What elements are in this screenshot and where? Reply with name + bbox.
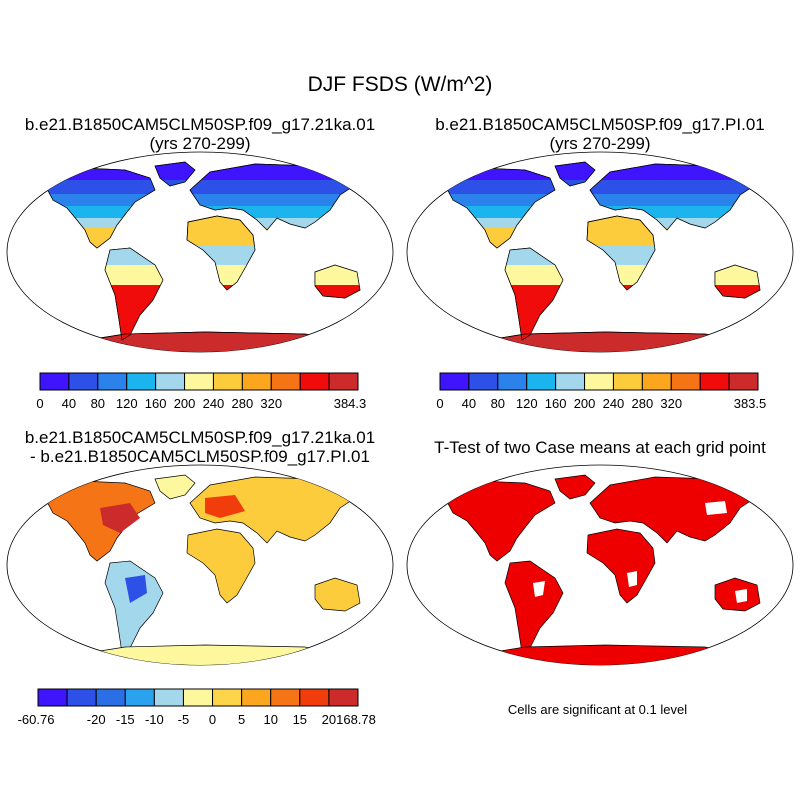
continent-africa [586, 528, 656, 604]
map-case2 [406, 151, 794, 353]
panel-title-ttest: T-Test of two Case means at each grid po… [400, 438, 800, 457]
colorbar-swatch [241, 688, 272, 707]
panel-title-case1: b.e21.B1850CAM5CLM50SP.f09_g17.21ka.01 (… [0, 115, 400, 153]
colorbar-tick-label: 200 [574, 396, 596, 411]
colorbar-swatch [497, 372, 528, 391]
colorbar-tick-label: 240 [603, 396, 625, 411]
colorbar-swatch [37, 688, 68, 707]
colorbar-tick-label: 10 [263, 712, 277, 727]
colorbar-swatch [299, 372, 330, 391]
colorbar-difference: -60.76 -20 -15 -10 -5 0 5 10 15 20 168.78 [18, 688, 376, 727]
colorbar-swatch [699, 372, 730, 391]
significance-note: Cells are significant at 0.1 level [507, 702, 688, 717]
colorbar-tick-label: -20 [87, 712, 106, 727]
colorbar-tick-label: 40 [62, 396, 76, 411]
continent-northAmerica [444, 480, 556, 562]
colorbar-swatch [328, 688, 359, 707]
colorbar-tick-label: -15 [116, 712, 135, 727]
colorbar-tick-label: 20 [322, 712, 336, 727]
colorbar-tick-label: 15 [293, 712, 307, 727]
panel-title-ttest-line1: T-Test of two Case means at each grid po… [434, 438, 766, 457]
colorbar-swatch [39, 372, 70, 391]
colorbar-swatch [68, 372, 99, 391]
colorbar-swatch [124, 688, 155, 707]
colorbar-swatch [728, 372, 759, 391]
continent-greenland [154, 474, 196, 500]
panel-title-difference-line2: - b.e21.B1850CAM5CLM50SP.f09_g17.PI.01 [30, 447, 370, 466]
continent-africa [186, 528, 256, 604]
colorbar-swatch [439, 372, 470, 391]
panel-title-case2: b.e21.B1850CAM5CLM50SP.f09_g17.PI.01 (yr… [400, 115, 800, 153]
colorbar-tick-label: -60.76 [18, 712, 55, 727]
colorbar-tick-label: 280 [632, 396, 654, 411]
colorbar-swatch [182, 688, 214, 707]
colorbar-swatch [468, 372, 499, 391]
colorbar-swatch [153, 688, 184, 707]
panel-title-difference: b.e21.B1850CAM5CLM50SP.f09_g17.21ka.01 -… [0, 428, 400, 466]
continent-antarctica [74, 644, 346, 665]
panel-title-case1-line2: (yrs 270-299) [149, 134, 251, 153]
colorbar-swatch [270, 688, 301, 707]
map-case1 [6, 151, 394, 353]
continent-northAmerica [44, 480, 156, 562]
colorbar-tick-label: 0 [36, 396, 43, 411]
colorbar-swatch [241, 372, 272, 391]
colorbar-tick-label: 5 [238, 712, 245, 727]
colorbar-swatch [97, 372, 128, 391]
colorbar-tick-label: 240 [203, 396, 225, 411]
colorbar-tick-label: 200 [174, 396, 196, 411]
main-title: DJF FSDS (W/m^2) [307, 73, 493, 96]
colorbar-swatch [526, 372, 557, 391]
colorbar-swatch [184, 372, 214, 391]
colorbar-swatch [212, 372, 243, 391]
panel-title-case2-line1: b.e21.B1850CAM5CLM50SP.f09_g17.PI.01 [435, 115, 765, 134]
panel-title-difference-line1: b.e21.B1850CAM5CLM50SP.f09_g17.21ka.01 [24, 428, 376, 447]
panel-title-case2-line2: (yrs 270-299) [549, 134, 651, 153]
colorbar-tick-label: 384.3 [334, 396, 367, 411]
colorbar-tick-label: 160 [545, 396, 567, 411]
colorbar-swatch [126, 372, 157, 391]
colorbar-swatch [555, 372, 586, 391]
colorbar-tick-label: 120 [116, 396, 138, 411]
continent-australia [314, 577, 361, 612]
colorbar-tick-label: 40 [462, 396, 476, 411]
continent-antarctica [474, 644, 746, 665]
colorbar-tick-label: 80 [491, 396, 505, 411]
colorbar-tick-label: 120 [516, 396, 538, 411]
colorbar-swatch [670, 372, 701, 391]
colorbar-tick-label: -5 [178, 712, 190, 727]
colorbar-tick-label: 80 [91, 396, 105, 411]
colorbar-tick-label: -10 [145, 712, 164, 727]
colorbar-swatch [328, 372, 359, 391]
colorbar-swatch [270, 372, 301, 391]
colorbar-tick-label: 0 [436, 396, 443, 411]
colorbar-swatch [95, 688, 126, 707]
colorbar-swatch [66, 688, 97, 707]
colorbar-swatch [155, 372, 186, 391]
colorbar-tick-label: 280 [232, 396, 254, 411]
colorbar-tick-label: 320 [660, 396, 682, 411]
continent-southAmerica [504, 560, 564, 654]
panel-title-case1-line1: b.e21.B1850CAM5CLM50SP.f09_g17.21ka.01 [24, 115, 376, 134]
map-difference [6, 464, 394, 666]
colorbar-swatch [612, 372, 643, 391]
colorbar-swatch [584, 372, 614, 391]
map-ttest [406, 464, 794, 666]
colorbar-swatch [641, 372, 672, 391]
colorbar-tick-label: 383.5 [734, 396, 767, 411]
colorbar-tick-label: 0 [209, 712, 216, 727]
colorbar-swatch [212, 688, 243, 707]
continent-greenland [554, 474, 596, 500]
colorbar-tick-label: 320 [260, 396, 282, 411]
colorbar-tick-label: 168.78 [336, 712, 376, 727]
colorbar-case1: 0 40 80 120 160 200 240 280 320 384.3 [36, 372, 367, 411]
continent-southAmerica [104, 560, 164, 654]
colorbar-tick-label: 160 [145, 396, 167, 411]
colorbar-case2: 0 40 80 120 160 200 240 280 320 383.5 [436, 372, 767, 411]
colorbar-swatch [299, 688, 330, 707]
